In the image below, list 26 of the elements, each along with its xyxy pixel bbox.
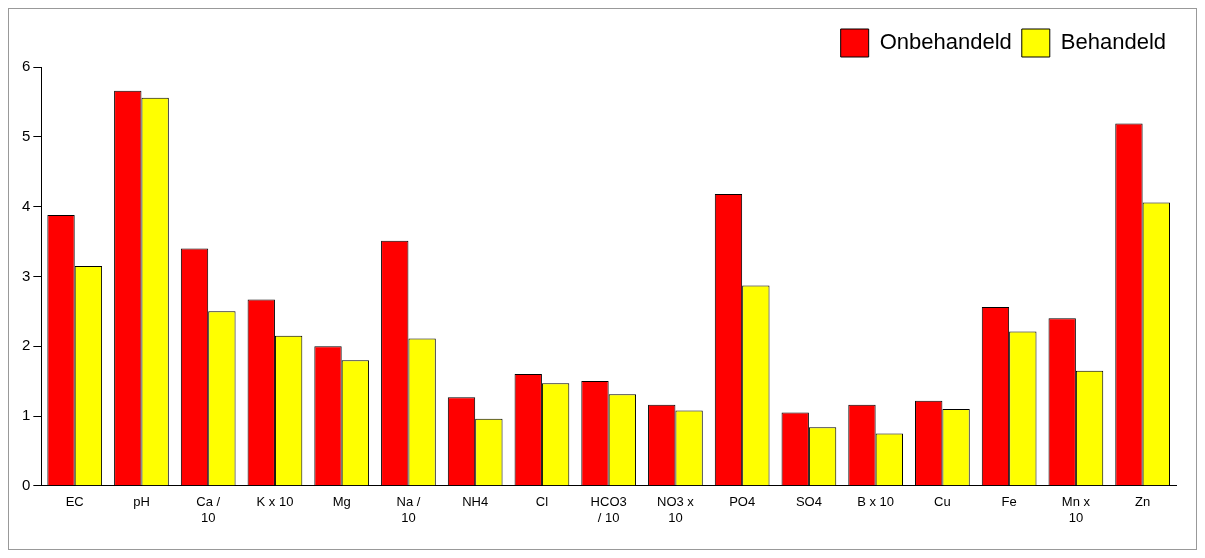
x-tick-label: HCO3 / 10: [590, 494, 627, 525]
x-tick-label: SO4: [795, 494, 822, 510]
x-tick-label: K x 10: [256, 494, 294, 510]
y-tick-label: 6: [22, 57, 31, 75]
x-tick-label: Cu: [934, 494, 951, 510]
y-tick-label: 2: [22, 336, 31, 354]
x-tick-label: Mg: [332, 494, 351, 510]
x-tick-label: pH: [133, 494, 150, 510]
y-tick-label: 3: [22, 266, 31, 284]
y-tick-label: 1: [22, 406, 31, 424]
x-tick-label: EC: [65, 494, 84, 510]
x-tick-label: Ca / 10: [196, 494, 221, 525]
legend-label: Onbehandeld: [879, 29, 1012, 55]
x-tick-label: Mn x 10: [1061, 494, 1091, 525]
x-tick-label: Na / 10: [396, 494, 421, 525]
x-tick-label: NO3 x 10: [656, 494, 695, 525]
x-tick-label: PO4: [729, 494, 756, 510]
y-tick-label: 5: [22, 126, 31, 144]
y-tick-label: 4: [22, 196, 31, 214]
legend-label: Behandeld: [1060, 29, 1167, 55]
x-tick-label: NH4: [462, 494, 489, 510]
x-tick-label: B x 10: [857, 494, 895, 510]
x-tick-label: Zn: [1135, 494, 1151, 510]
x-tick-label: Fe: [1001, 494, 1017, 510]
x-tick-label: Cl: [535, 494, 549, 510]
y-tick-label: 0: [22, 475, 31, 493]
